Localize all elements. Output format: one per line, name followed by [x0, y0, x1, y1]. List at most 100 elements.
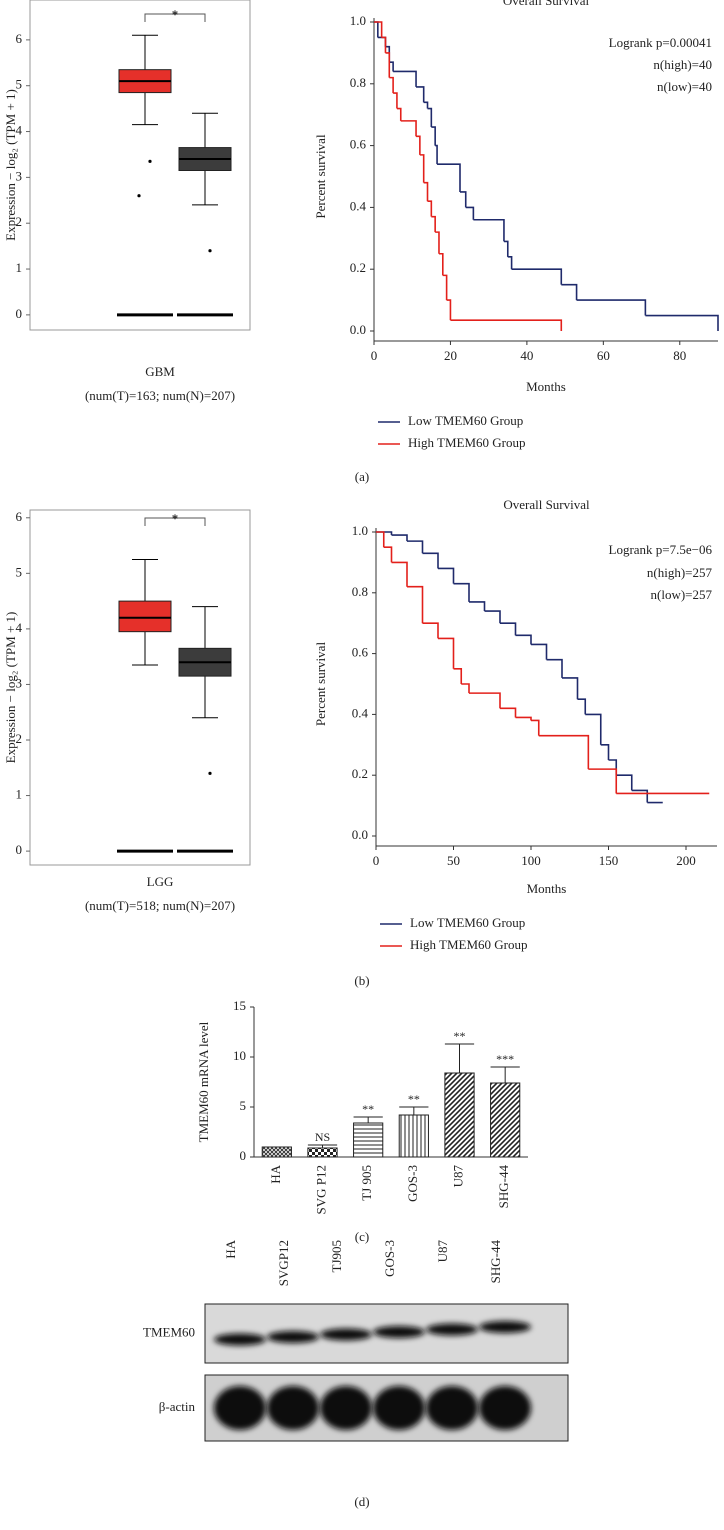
box	[118, 600, 172, 633]
x-tick-label: LGG	[147, 874, 174, 889]
bar	[444, 1072, 475, 1158]
significance: ***	[496, 1052, 514, 1066]
y-axis-label: Percent survival	[313, 134, 328, 219]
legend-label: Low TMEM60 Group	[408, 413, 523, 428]
survival-step	[531, 719, 540, 736]
y-tick-label: 1	[16, 787, 23, 802]
survival-step	[435, 231, 440, 254]
x-tick-label: GOS-3	[405, 1165, 420, 1202]
survival-step	[423, 181, 429, 202]
survival-step	[461, 683, 470, 694]
blot-band	[214, 1386, 266, 1430]
y-tick-label: 5	[16, 564, 23, 579]
survival-step	[442, 274, 448, 301]
lane-label: SVGP12	[276, 1240, 291, 1286]
x-tick-label: 150	[599, 853, 619, 868]
y-tick-label: 4	[16, 123, 23, 138]
y-tick-label: 0.2	[350, 260, 366, 275]
survival-step	[500, 707, 517, 718]
annotation: n(high)=257	[647, 565, 713, 580]
y-tick-label: 0.6	[350, 137, 367, 152]
survival-step	[389, 61, 394, 72]
panel-label: (b)	[354, 973, 369, 988]
annotation: n(low)=257	[651, 587, 713, 602]
y-tick-label: 0.0	[352, 827, 368, 842]
survival-step	[389, 76, 394, 94]
annotation: n(low)=40	[657, 79, 712, 94]
x-tick-label: SHG-44	[496, 1165, 511, 1209]
survival-step	[416, 86, 425, 103]
survival-step	[538, 734, 590, 770]
blot-band	[426, 1323, 478, 1336]
legend-label: High TMEM60 Group	[410, 937, 527, 952]
y-tick-label: 5	[240, 1098, 247, 1113]
significance-bracket	[144, 13, 206, 22]
survival-step	[531, 643, 548, 660]
survival-step	[484, 610, 501, 624]
y-tick-label: 15	[233, 998, 246, 1013]
x-tick-label: 200	[676, 853, 696, 868]
x-tick-label: U87	[450, 1165, 465, 1188]
panel-label: (a)	[355, 469, 369, 484]
survival-step	[503, 240, 509, 257]
annotation: Logrank p=0.00041	[609, 35, 712, 50]
survival-step	[500, 622, 517, 636]
plot-frame	[29, 509, 251, 866]
lane-label: SHG-44	[488, 1240, 503, 1284]
survival-step	[422, 622, 439, 639]
legend-label: High TMEM60 Group	[408, 435, 525, 450]
y-tick-label: 3	[16, 675, 23, 690]
survival-step	[423, 101, 429, 109]
survival-step	[631, 789, 649, 803]
y-tick-label: 0	[16, 306, 23, 321]
significance: **	[408, 1092, 420, 1106]
x-axis-label: (num(T)=163; num(N)=207)	[85, 388, 235, 403]
survival-step	[600, 744, 610, 760]
significance: **	[454, 1029, 466, 1043]
outlier	[208, 771, 212, 775]
y-tick-label: 4	[16, 620, 23, 635]
y-tick-label: 2	[16, 731, 23, 746]
significance: **	[362, 1102, 374, 1116]
survival-step	[438, 567, 455, 584]
survival-step	[393, 70, 417, 87]
survival-step	[561, 283, 578, 301]
survival-step	[427, 107, 433, 128]
survival-step	[391, 561, 408, 587]
survival-step	[469, 601, 486, 612]
outlier	[137, 194, 141, 198]
survival-step	[374, 21, 379, 38]
bar	[307, 1147, 338, 1158]
survival-step	[393, 92, 398, 109]
survival-step	[515, 716, 532, 721]
y-tick-label: 0	[16, 842, 23, 857]
y-axis-label: Expression − log₂ (TPM + 1)	[3, 89, 18, 241]
x-axis-label: (num(T)=518; num(N)=207)	[85, 898, 235, 913]
survival-step	[511, 268, 563, 285]
y-tick-label: 6	[16, 509, 23, 524]
panel-label: (c)	[355, 1229, 369, 1244]
blot-band	[426, 1386, 478, 1430]
survival-step	[407, 540, 424, 554]
y-tick-label: 2	[16, 214, 23, 229]
survival-step	[377, 36, 387, 47]
survival-step	[616, 774, 633, 791]
bar	[398, 1114, 429, 1158]
legend-label: Low TMEM60 Group	[410, 915, 525, 930]
survival-step	[515, 634, 532, 645]
survival-step	[400, 120, 417, 137]
y-tick-label: 1.0	[350, 13, 366, 28]
significance: NS	[315, 1130, 330, 1144]
lane-label: HA	[223, 1239, 238, 1258]
y-tick-label: 5	[16, 77, 23, 92]
y-tick-label: 0.8	[350, 75, 366, 90]
survival-step	[588, 768, 618, 794]
survival-step	[422, 552, 439, 569]
y-tick-label: 6	[16, 31, 23, 46]
x-tick-label: 0	[371, 348, 378, 363]
survival-step	[469, 692, 501, 709]
survival-step	[376, 531, 385, 548]
significance: *	[172, 7, 179, 22]
survival-step	[437, 163, 461, 192]
blot-band	[373, 1326, 425, 1338]
